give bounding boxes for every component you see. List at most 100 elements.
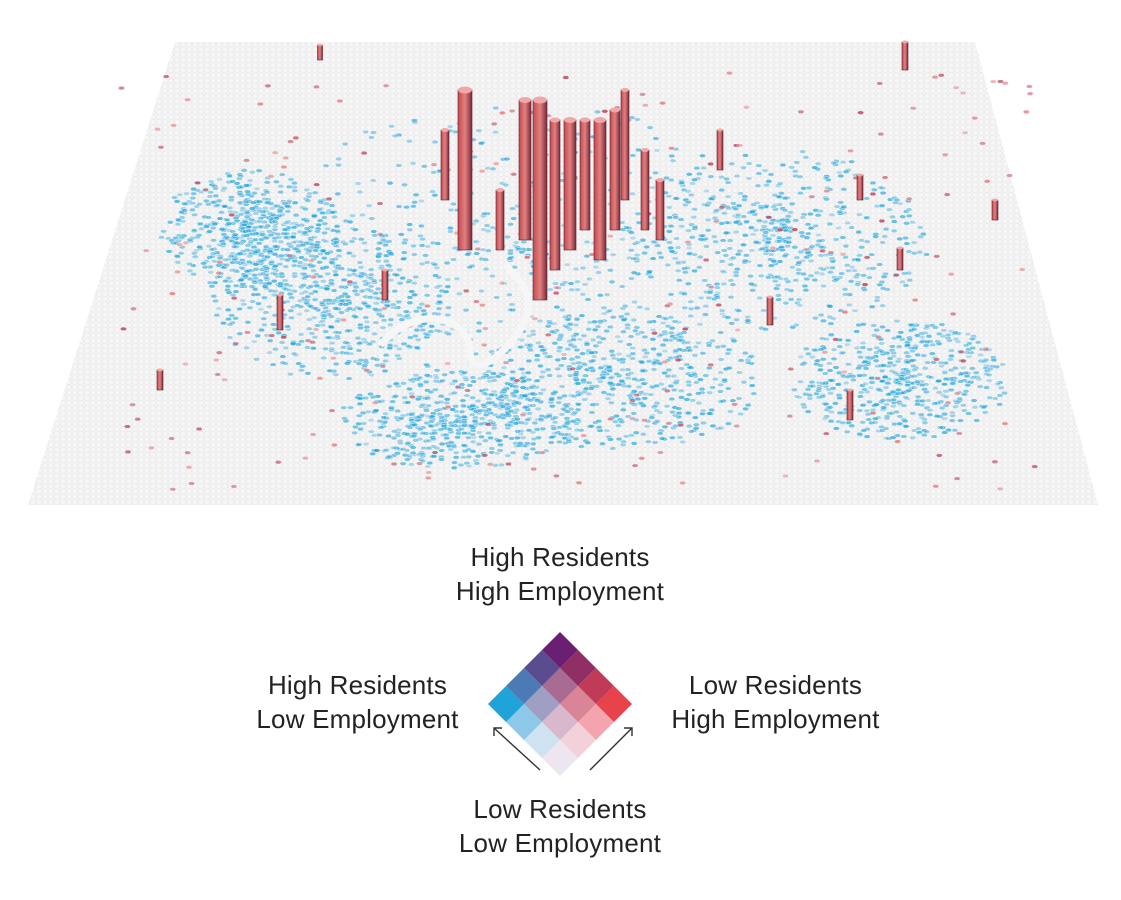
hex-cell (737, 358, 745, 363)
hex-cell (730, 402, 739, 407)
hex-cell (174, 222, 182, 227)
hex-cell (463, 393, 471, 398)
hex-cell (263, 190, 271, 195)
hex-cell (713, 285, 721, 290)
hex-cell (748, 248, 756, 253)
hex-cell (748, 383, 756, 388)
hex-cell (350, 430, 359, 435)
hex-cell (608, 349, 616, 354)
hex-cell (368, 216, 376, 221)
hex-cell (828, 259, 837, 264)
hex-cell (345, 344, 353, 349)
hex-cell (367, 276, 375, 281)
hex-cell (647, 275, 655, 279)
hex-cell (277, 190, 285, 195)
tower-top (277, 293, 283, 297)
hex-cell (705, 295, 713, 300)
hex-cell (461, 449, 469, 454)
hex-cell (802, 288, 810, 293)
hex-cell (256, 219, 264, 224)
hex-cell (973, 418, 981, 423)
hex-cell (262, 275, 271, 280)
hex-cell (438, 442, 446, 446)
hex-cell (359, 410, 367, 415)
hex-cell (746, 274, 755, 279)
hex-cell (345, 273, 353, 278)
hex-cell (484, 166, 492, 171)
hex-cell (681, 327, 689, 331)
hex-cell (432, 379, 440, 384)
hex-cell (822, 197, 831, 202)
hex-cell (893, 198, 901, 203)
hex-cell (572, 267, 580, 271)
hex-cell (815, 386, 823, 391)
hex-cell (938, 425, 947, 430)
hex-cell (406, 222, 414, 227)
hex-cell (1022, 109, 1030, 114)
hex-cell (909, 411, 917, 416)
hex-cell (227, 254, 235, 259)
hex-cell (316, 251, 325, 256)
hex-cell (562, 75, 570, 80)
hex-cell (772, 286, 781, 291)
hex-cell (272, 216, 280, 221)
hex-cell (784, 244, 792, 249)
hex-cell (205, 229, 214, 234)
hex-cell (334, 191, 342, 196)
hex-cell (402, 205, 411, 210)
hex-cell (450, 460, 459, 465)
tower-top (317, 43, 323, 47)
hex-cell (304, 371, 312, 376)
hex-cell (280, 165, 288, 170)
hex-cell (637, 401, 645, 406)
hex-cell (328, 203, 336, 208)
hex-cell (685, 383, 693, 388)
hex-cell (333, 319, 342, 324)
hex-cell (419, 308, 428, 313)
hex-cell (687, 373, 695, 378)
hex-cell (201, 187, 210, 193)
hex-cell (446, 226, 455, 231)
hex-cell (436, 284, 444, 288)
hex-cell (869, 191, 877, 196)
hex-cell (630, 300, 639, 305)
hex-cell (804, 409, 812, 414)
hex-cell (544, 367, 552, 372)
hex-cell (641, 392, 650, 396)
hex-cell (658, 436, 666, 441)
hex-cell (767, 221, 776, 226)
hex-cell (384, 434, 393, 438)
hex-cell (932, 357, 941, 362)
hex-cell (244, 228, 253, 233)
hex-cell (477, 434, 486, 439)
hex-cell (303, 308, 311, 313)
hex-cell (569, 412, 578, 417)
hex-cell (193, 180, 202, 185)
hex-cell (169, 123, 178, 128)
hex-cell (872, 358, 880, 363)
hex-cell (808, 380, 816, 385)
hex-cell (356, 306, 364, 311)
hex-cell (548, 435, 557, 439)
hex-cell (849, 377, 858, 382)
hex-cell (628, 356, 637, 361)
hex-cell (717, 426, 725, 431)
hex-cell (417, 223, 426, 228)
hex-cell (628, 191, 637, 196)
hex-cell (296, 298, 304, 303)
hex-cell (755, 163, 763, 168)
hex-cell (638, 92, 647, 97)
hex-cell (663, 404, 671, 409)
hex-cell (340, 278, 348, 282)
hex-cell (664, 421, 673, 426)
hex-cell (696, 322, 704, 327)
hex-cell (255, 168, 263, 173)
hex-cell (825, 361, 834, 366)
hex-cell (831, 337, 840, 342)
hex-cell (747, 225, 756, 230)
hex-cell (684, 189, 692, 194)
hex-cell (422, 284, 431, 289)
hex-cell (303, 298, 312, 303)
hex-cell (282, 345, 290, 350)
hex-cell (557, 432, 565, 437)
